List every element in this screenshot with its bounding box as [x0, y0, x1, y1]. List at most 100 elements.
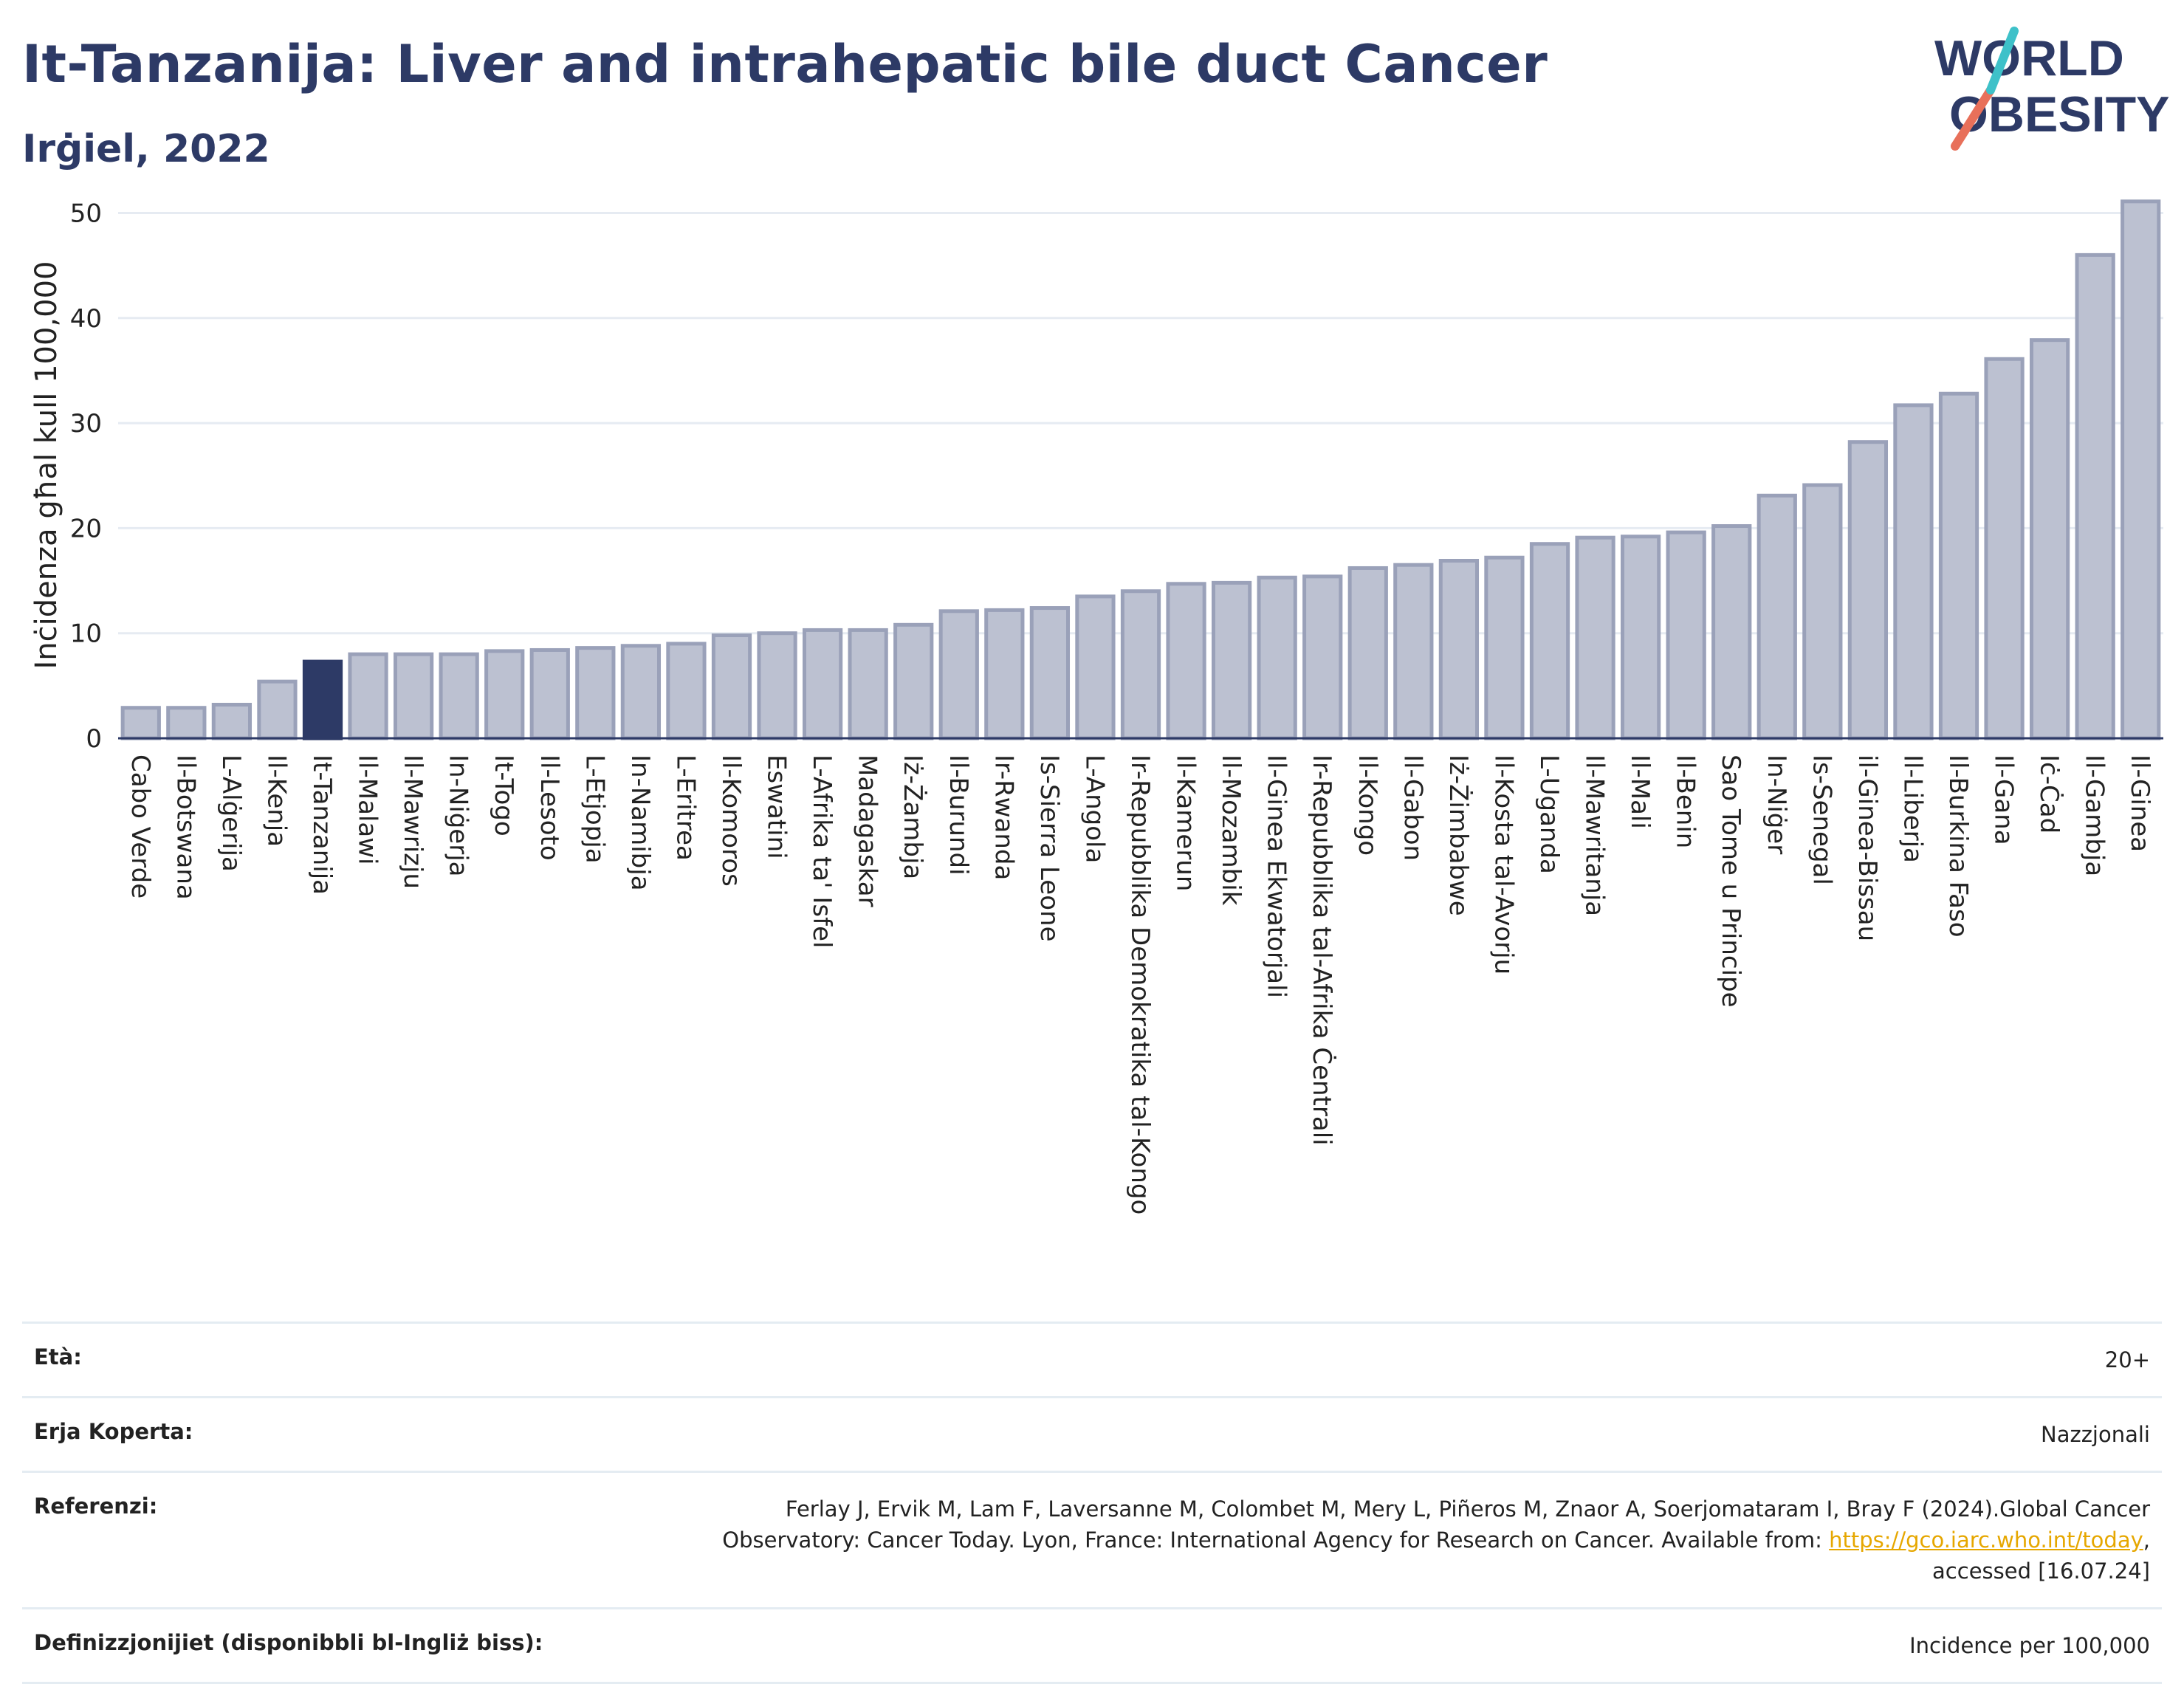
category-label: Il-Kongo [1353, 755, 1382, 856]
bar [1257, 575, 1297, 740]
category-label: Sao Tome u Principe [1716, 755, 1745, 1008]
bar [1075, 594, 1116, 740]
page-title: It-Tanzanija: Liver and intrahepatic bil… [22, 34, 1548, 94]
category-label: Il-Benin [1671, 755, 1700, 848]
bar [120, 706, 161, 740]
bar [1802, 483, 1843, 740]
axis-layer: 0 10 20 30 40 50 [70, 199, 2163, 754]
coverage-label: Erja Koperta: [34, 1419, 193, 1445]
category-label: Il-Mozambik [1216, 755, 1246, 906]
category-label: In-Niġerja [444, 755, 473, 876]
category-label: Il-Mali [1625, 755, 1655, 829]
references-comma: , [2143, 1527, 2150, 1553]
bar [1166, 582, 1206, 740]
category-label: Il-Mawritanja [1580, 755, 1610, 916]
logo-text-world: WORLD [1934, 30, 2124, 86]
bar [484, 649, 525, 740]
bar [1938, 391, 1979, 740]
bar [2075, 252, 2115, 740]
category-label: Il-Kenja [261, 755, 291, 847]
definitions-label: Definizzjonijiet (disponibbli bl-Ingliż … [34, 1630, 543, 1656]
category-label: Iċ-Ċad [2034, 755, 2064, 834]
bars-layer [120, 199, 2161, 740]
bar [1120, 589, 1161, 740]
bar [711, 633, 752, 740]
bar [257, 679, 298, 740]
category-label: Madagaskar [853, 755, 882, 907]
bar [666, 642, 707, 740]
world-obesity-logo: WORLD OBESITY [1920, 22, 2171, 155]
y-tick-label: 30 [70, 409, 102, 439]
definitions-value: Incidence per 100,000 [1909, 1633, 2150, 1659]
bar [893, 622, 934, 740]
category-label: L-Uganda [1534, 755, 1564, 874]
category-label: Il-Komoros [716, 755, 746, 887]
bar [848, 628, 888, 740]
metadata-table: Età: 20+ Erja Koperta: Nazzjonali Refere… [22, 1322, 2162, 1684]
age-label: Età: [34, 1344, 82, 1369]
bar [2121, 199, 2161, 740]
y-tick-label: 0 [86, 724, 102, 754]
bar [575, 646, 616, 740]
bar [1529, 542, 1570, 740]
category-label: Il-Burundi [944, 755, 973, 876]
category-label: Il-Ginea [2125, 755, 2154, 852]
y-tick-label: 20 [70, 514, 102, 543]
category-label: Il-Gabon [1398, 755, 1427, 861]
category-label: Is-Senegal [1807, 755, 1836, 885]
y-tick-label: 50 [70, 199, 102, 228]
meta-row-references: Referenzi: Ferlay J, Ervik M, Lam F, Lav… [22, 1471, 2162, 1607]
meta-row-coverage: Erja Koperta: Nazzjonali [22, 1396, 2162, 1471]
category-label: Ir-Rwanda [989, 755, 1018, 880]
bar [1347, 566, 1388, 740]
bar [2029, 338, 2070, 740]
category-label: In-Namibja [625, 755, 655, 891]
category-label: It-Togo [489, 755, 518, 836]
age-value: 20+ [2104, 1347, 2150, 1372]
bar [1893, 403, 1934, 740]
bar [1620, 535, 1661, 740]
references-line-3: accessed [16.07.24] [1932, 1558, 2150, 1584]
y-axis-label: Inċidenza għal kull 100,000 [30, 261, 63, 670]
category-label: L-Angola [1079, 755, 1109, 863]
bar-chart: 0 10 20 30 40 50 Cabo Verde Il-Botswana L-Alġer… [30, 199, 2163, 1214]
bar [211, 702, 253, 740]
category-label: Il-Malawi [353, 755, 382, 865]
logo-slash-red [1951, 86, 1995, 151]
category-label: Iż-Żimbabwe [1443, 755, 1473, 916]
category-label: Il-Liberja [1898, 755, 1927, 863]
category-label: Il-Burkina Faso [1943, 755, 1973, 938]
bar [1302, 574, 1343, 740]
category-label: L-Eritrea [670, 755, 700, 861]
category-label: L-Alġerija [216, 755, 246, 872]
bar [1438, 559, 1480, 740]
bar [1029, 606, 1071, 740]
category-label: L-Etjopja [580, 755, 609, 864]
logo-slash-teal [1986, 27, 2019, 94]
category-label: Il-Gana [1989, 755, 2019, 845]
category-label: Il-Ginea Ekwatorjali [1262, 755, 1291, 998]
bar [984, 608, 1025, 740]
bar [439, 652, 479, 740]
category-label: Ir-Repubblika tal-Afrika Ċentrali [1307, 755, 1337, 1146]
meta-row-age: Età: 20+ [22, 1322, 2162, 1396]
category-label: Il-Botswana [171, 755, 200, 900]
category-label: Ir-Repubblika Demokratika tal-Kongo [1125, 755, 1155, 1214]
category-label: Eswatini [762, 755, 791, 859]
bar [529, 647, 570, 740]
coverage-value: Nazzjonali [2041, 1422, 2150, 1448]
bar [757, 631, 797, 740]
category-label: Iż-Żambja [898, 755, 927, 879]
category-labels: Cabo Verde Il-Botswana L-Alġerija Il-Kenja I… [126, 755, 2154, 1214]
bar [1484, 555, 1525, 740]
category-label: Il-Lesoto [535, 755, 564, 861]
category-label: L-Afrika ta' Isfel [807, 755, 837, 948]
bar [802, 628, 843, 740]
category-label: Il-Gambja [2080, 755, 2109, 876]
category-label: In-Niġer [1762, 755, 1791, 854]
references-link[interactable]: https://gco.iarc.who.int/today [1829, 1527, 2143, 1553]
bar [620, 644, 662, 740]
bar [1711, 524, 1752, 740]
category-label: It-Tanzanija [307, 755, 337, 895]
bar [348, 652, 388, 740]
